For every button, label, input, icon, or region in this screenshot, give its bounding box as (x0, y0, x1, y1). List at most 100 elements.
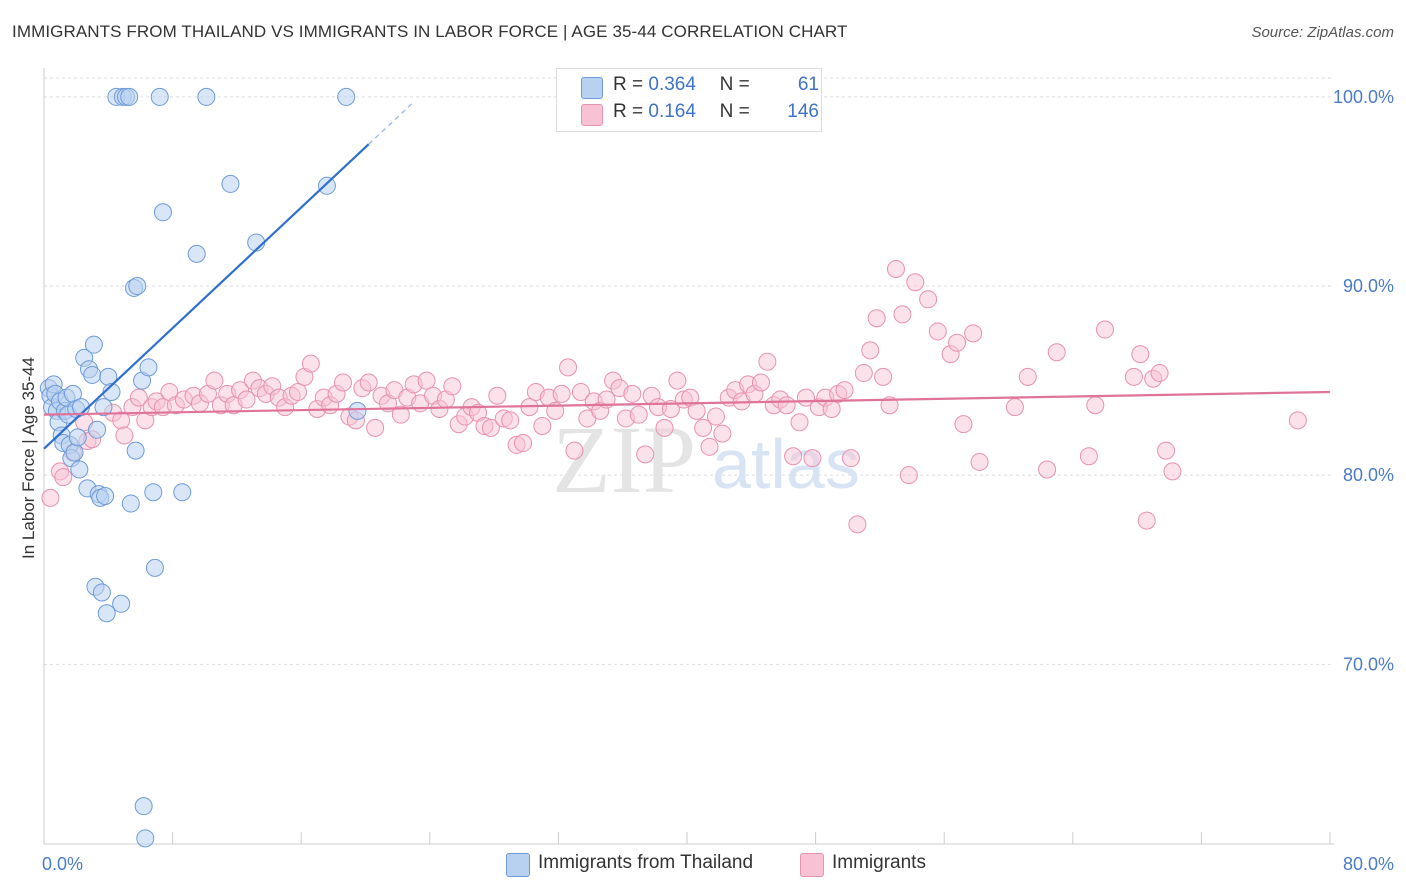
thailand-point (337, 87, 356, 106)
immigrants-point (777, 396, 796, 415)
immigrants-point (906, 273, 925, 292)
immigrants-point (874, 367, 893, 386)
immigrants-point (848, 515, 867, 534)
immigrants-point (488, 386, 507, 405)
immigrants-point (784, 447, 803, 466)
immigrants-point (835, 381, 854, 400)
thailand-point (97, 604, 116, 623)
immigrants-point (366, 418, 385, 437)
immigrants-point (790, 413, 809, 432)
immigrants-point (668, 371, 687, 390)
legend-r-label: R = (613, 74, 644, 95)
thailand-point (70, 460, 89, 479)
immigrants-point (559, 358, 578, 377)
thailand-point (68, 428, 87, 447)
thailand-point (187, 244, 206, 263)
immigrants-point (1137, 511, 1156, 530)
immigrants-point (501, 411, 520, 430)
immigrants-point (443, 377, 462, 396)
thailand-point (197, 87, 216, 106)
thailand-point (92, 583, 111, 602)
immigrants-point (694, 418, 713, 437)
series-immigrants-points (41, 260, 1307, 534)
immigrants-point (700, 437, 719, 456)
legend-r-label: R = (613, 101, 644, 122)
immigrants-point (899, 466, 918, 485)
immigrants-point (417, 371, 436, 390)
correlation-legend: R = 0.364 N = 61 R = 0.164 N = 146 (556, 68, 822, 132)
legend-swatch-thailand (581, 77, 603, 99)
trend-line-immigrants (43, 390, 1331, 416)
immigrants-point (822, 399, 841, 418)
y-axis-label: In Labor Force | Age 35-44 (19, 357, 38, 559)
immigrants-point (205, 371, 224, 390)
thailand-point (120, 87, 139, 106)
thailand-point (173, 483, 192, 502)
immigrants-point (129, 388, 148, 407)
legend-n-value: 146 (787, 101, 819, 122)
thailand-point (96, 486, 115, 505)
thailand-point (94, 398, 113, 417)
immigrants-point (54, 468, 73, 487)
immigrants-point (1288, 411, 1307, 430)
immigrants-point (687, 401, 706, 420)
immigrants-point (1038, 460, 1057, 479)
immigrants-point (758, 352, 777, 371)
immigrants-point (301, 354, 320, 373)
immigrants-point (1095, 320, 1114, 339)
immigrants-point (41, 488, 60, 507)
thailand-point (317, 176, 336, 195)
legend-swatch-immigrants (581, 104, 603, 126)
immigrants-point (237, 390, 256, 409)
immigrants-point (1079, 447, 1098, 466)
immigrants-point (636, 445, 655, 464)
immigrants-point (867, 309, 886, 328)
legend-n-label: N = (719, 101, 750, 122)
series-thailand-points (39, 87, 367, 848)
legend-n-value: 61 (797, 74, 819, 95)
immigrants-point (841, 449, 860, 468)
thailand-point (348, 401, 367, 420)
thailand-point (153, 203, 172, 222)
immigrants-point (919, 290, 938, 309)
thailand-point (126, 441, 145, 460)
bottom-legend-swatch-immigrants (800, 853, 824, 877)
y-tick-label: 70.0% (1343, 654, 1394, 674)
thailand-point (84, 335, 103, 354)
immigrants-point (1150, 364, 1169, 383)
immigrants-point (481, 418, 500, 437)
immigrants-point (861, 341, 880, 360)
thailand-point (145, 558, 164, 577)
legend-r-value: 0.164 (648, 101, 696, 122)
immigrants-point (713, 424, 732, 443)
legend-n-label: N = (719, 74, 750, 95)
immigrants-point (1086, 396, 1105, 415)
thailand-point (65, 443, 84, 462)
immigrants-point (629, 405, 648, 424)
immigrants-point (288, 382, 307, 401)
thailand-point (136, 829, 155, 848)
thailand-point (83, 365, 102, 384)
thailand-point (144, 483, 163, 502)
immigrants-point (623, 384, 642, 403)
immigrants-point (1131, 345, 1150, 364)
thailand-point (150, 87, 169, 106)
y-tick-labels: 70.0% 80.0% 90.0% 100.0% (1333, 87, 1394, 674)
immigrants-point (391, 405, 410, 424)
thailand-point (139, 358, 158, 377)
x-tick-label-min: 0.0% (42, 854, 83, 874)
thailand-point (221, 174, 240, 193)
y-tick-label: 80.0% (1343, 465, 1394, 485)
immigrants-point (565, 441, 584, 460)
x-ticks (43, 832, 1331, 844)
x-tick-label-max: 80.0% (1343, 854, 1394, 874)
immigrants-point (928, 322, 947, 341)
watermark-atlas: atlas (712, 425, 860, 503)
immigrants-point (886, 260, 905, 279)
thailand-point (134, 797, 153, 816)
immigrants-point (655, 418, 674, 437)
immigrants-point (880, 396, 899, 415)
immigrants-point (1005, 398, 1024, 417)
immigrants-point (552, 384, 571, 403)
